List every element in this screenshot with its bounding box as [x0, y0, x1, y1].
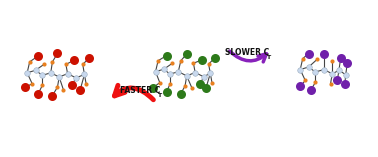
Text: T: T	[157, 93, 161, 98]
Text: T: T	[266, 55, 270, 60]
Text: FASTER C: FASTER C	[120, 86, 161, 95]
Text: SLOWER C: SLOWER C	[225, 48, 270, 57]
